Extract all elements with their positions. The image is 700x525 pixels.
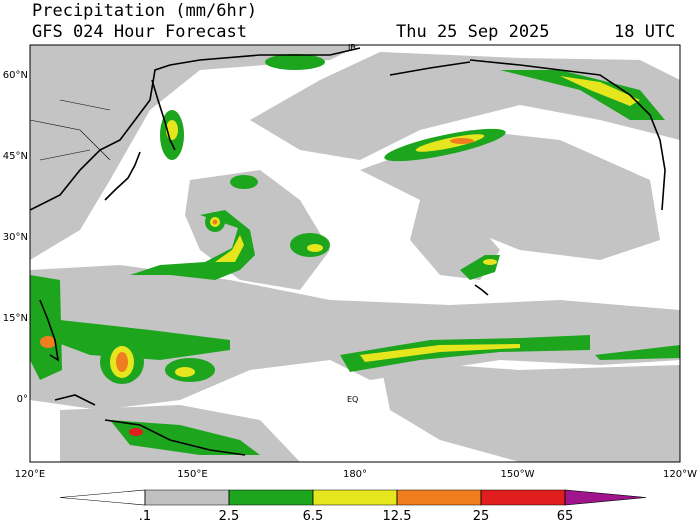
lon-label: 120°W — [663, 469, 697, 480]
lat-label: 60°N — [3, 70, 28, 81]
lon-label: 120°E — [15, 469, 45, 480]
colorbar-segment — [396, 489, 482, 506]
colorbar-label: 65 — [557, 509, 574, 524]
colorbar-label: 12.5 — [383, 509, 412, 524]
colorbar-label: 6.5 — [303, 509, 324, 524]
precip-field — [30, 45, 680, 462]
date: Thu 25 Sep 2025 — [396, 22, 550, 42]
colorbar-label: 25 — [473, 509, 490, 524]
colorbar-segment — [59, 489, 146, 506]
colorbar-segment — [480, 489, 566, 506]
equator-label: EQ — [347, 395, 358, 404]
lat-label: 30°N — [3, 232, 28, 243]
map — [29, 44, 681, 463]
lon-label: 150°W — [501, 469, 535, 480]
lon-label: 180° — [343, 469, 367, 480]
lat-label: 45°N — [3, 151, 28, 162]
lon-label: 150°E — [177, 469, 207, 480]
colorbar-label: 2.5 — [219, 509, 240, 524]
title: Precipitation (mm/6hr) — [32, 1, 257, 21]
map-frame — [29, 44, 681, 463]
time: 18 UTC — [614, 22, 675, 42]
lat-label: 15°N — [3, 313, 28, 324]
colorbar-segment — [144, 489, 230, 506]
colorbar-segment — [312, 489, 398, 506]
colorbar-segment — [564, 489, 647, 506]
label: IB — [348, 43, 356, 52]
subtitle: GFS 024 Hour Forecast — [32, 22, 247, 42]
coastlines — [30, 47, 666, 456]
colorbar-label: .1 — [139, 509, 151, 524]
colorbar-segment — [228, 489, 314, 506]
lat-label: 0° — [17, 394, 28, 405]
